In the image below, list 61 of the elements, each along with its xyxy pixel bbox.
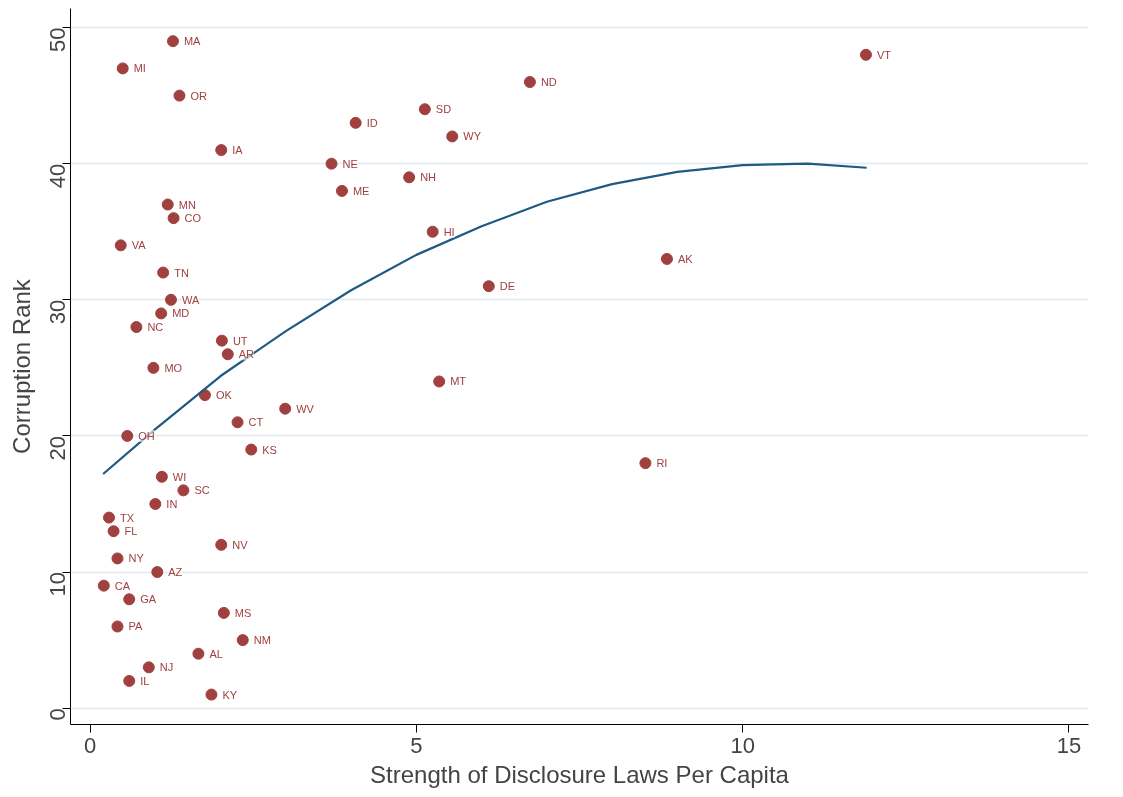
data-label: UT [232, 334, 248, 347]
data-label: AL [209, 647, 223, 660]
data-label: CT [248, 416, 264, 429]
data-label: WY [463, 130, 482, 143]
data-label: MO [164, 361, 183, 374]
data-label: PA [128, 620, 144, 633]
data-label: VT [876, 48, 892, 61]
data-label: WA [181, 293, 200, 306]
data-label: SD [435, 103, 452, 116]
data-label: IL [140, 674, 150, 687]
data-label: OH [138, 429, 155, 442]
x-tick-label: 5 [410, 732, 423, 758]
data-label: NC [147, 321, 164, 334]
data-label: MD [172, 307, 190, 320]
y-tick-label: 10 [45, 572, 70, 597]
data-label: SC [194, 484, 210, 497]
data-label: NJ [159, 661, 174, 674]
data-label: TN [174, 266, 189, 279]
data-label: MN [178, 198, 196, 211]
data-label: AR [238, 348, 255, 361]
data-label: AZ [168, 566, 183, 579]
data-label: OK [215, 389, 233, 402]
data-label: NE [342, 157, 358, 170]
data-label: GA [140, 593, 157, 606]
x-tick-label: 0 [83, 732, 97, 758]
data-label: RI [656, 457, 668, 470]
data-label: ND [540, 76, 557, 89]
x-tick-label: 15 [1056, 732, 1082, 758]
y-tick-label: 0 [45, 708, 70, 721]
data-label: AK [677, 252, 694, 265]
data-label: FL [124, 525, 138, 538]
data-label: MI [133, 62, 146, 75]
x-tick-label: 10 [730, 732, 755, 758]
data-label: MT [450, 375, 467, 388]
y-axis-title: Corruption Rank [7, 278, 35, 454]
data-label: IA [232, 144, 244, 157]
data-label: NH [420, 171, 437, 184]
data-label: WV [296, 402, 315, 415]
data-label: WI [172, 470, 187, 483]
y-tick-label: 40 [45, 163, 70, 189]
y-tick-label: 50 [45, 27, 70, 53]
data-label: CO [184, 212, 202, 225]
data-label: IN [166, 497, 178, 510]
data-label: MA [183, 35, 202, 48]
data-label: NM [253, 634, 271, 647]
x-axis-title: Strength of Disclosure Laws Per Capita [370, 760, 790, 788]
data-label: VA [131, 239, 147, 252]
data-label: DE [499, 280, 516, 293]
data-label: ID [366, 116, 378, 129]
y-tick-label: 30 [45, 299, 70, 325]
data-label: KY [222, 688, 238, 701]
data-label: MS [234, 606, 252, 619]
data-label: ME [352, 184, 370, 197]
data-label: KS [262, 443, 277, 456]
data-label: HI [443, 225, 455, 238]
data-label: NY [128, 552, 145, 565]
data-label: TX [120, 511, 135, 524]
data-label: NV [232, 538, 249, 551]
data-label: CA [114, 579, 131, 592]
y-tick-label: 20 [45, 435, 70, 461]
data-label: OR [190, 89, 208, 102]
